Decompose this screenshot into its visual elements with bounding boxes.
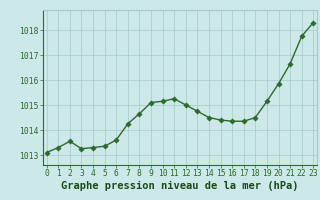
X-axis label: Graphe pression niveau de la mer (hPa): Graphe pression niveau de la mer (hPa) [61,181,299,191]
